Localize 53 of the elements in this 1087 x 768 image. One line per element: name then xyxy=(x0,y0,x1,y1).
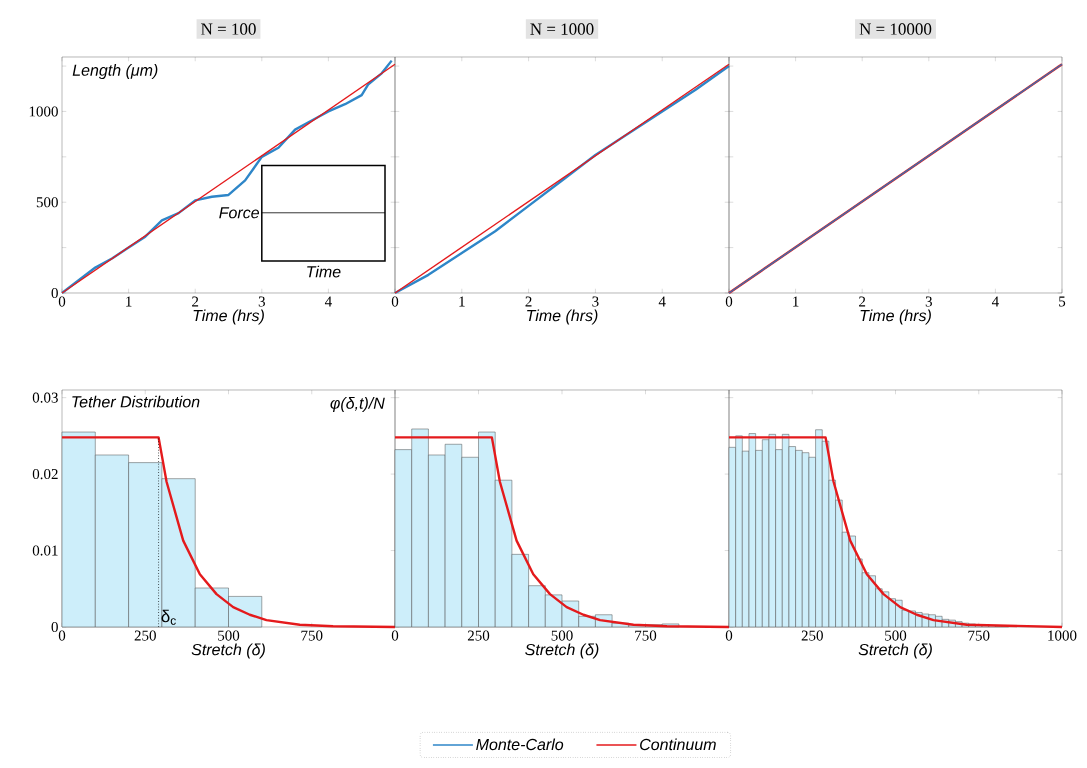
x-tick-label: 0 xyxy=(58,630,66,641)
x-axis-title: Time (hrs) xyxy=(527,309,598,325)
ref-line-label: δ$_{c}$ xyxy=(161,609,176,625)
x-tick-label: 750 xyxy=(301,630,323,641)
x-tick-label: 5 xyxy=(1059,296,1066,307)
y-tick-label: 0 xyxy=(51,287,58,299)
x-tick-label: 1 xyxy=(126,296,132,307)
x-tick-label: 0 xyxy=(725,296,733,307)
x-tick-label: 250 xyxy=(467,630,490,641)
x-tick-label: 4 xyxy=(991,296,999,307)
annotation: Tether Distribution xyxy=(72,395,200,408)
y-tick-label: 500 xyxy=(36,197,58,208)
y-tick-label: 0.01 xyxy=(32,545,58,556)
y-tick-label: 1000 xyxy=(29,106,58,117)
x-axis-title: Stretch (δ) xyxy=(191,643,265,659)
legend-label: Monte-Carlo xyxy=(476,738,564,751)
y-tick-label: 0.02 xyxy=(32,468,58,480)
x-tick-label: 750 xyxy=(968,630,990,641)
x-tick-label: 250 xyxy=(134,630,156,641)
x-tick-label: 1 xyxy=(793,296,799,307)
x-tick-label: 1 xyxy=(459,296,465,307)
x-axis-title: Stretch (δ) xyxy=(525,643,599,659)
x-tick-label: 500 xyxy=(885,630,907,641)
y-tick-label: 0 xyxy=(51,621,58,633)
annotation: Force xyxy=(219,207,259,219)
y-axis-title: Length (μm) xyxy=(72,64,158,79)
x-tick-label: 2 xyxy=(525,296,532,307)
x-tick-label: 500 xyxy=(218,630,240,641)
x-tick-label: 0 xyxy=(391,296,399,307)
x-tick-label: 3 xyxy=(925,296,932,307)
x-tick-label: 2 xyxy=(192,296,199,307)
x-tick-label: 3 xyxy=(258,296,265,307)
x-axis-title: Time (hrs) xyxy=(860,309,931,325)
x-tick-label: 2 xyxy=(859,296,866,307)
chart-title: N = 1000 xyxy=(530,23,594,35)
x-axis-title: Time (hrs) xyxy=(193,309,264,325)
x-tick-label: 1000 xyxy=(1048,630,1077,641)
annotation: Time xyxy=(307,265,341,278)
chart-title: N = 100 xyxy=(201,23,256,35)
x-tick-label: 500 xyxy=(551,630,573,641)
x-tick-label: 0 xyxy=(58,296,66,307)
chart-title: N = 10000 xyxy=(859,23,932,35)
x-tick-label: 4 xyxy=(658,296,666,307)
x-tick-label: 4 xyxy=(324,296,332,307)
x-tick-label: 750 xyxy=(635,630,657,641)
y-axis-title: φ(δ,t)/N xyxy=(330,397,385,412)
x-tick-label: 3 xyxy=(592,296,599,307)
x-tick-label: 250 xyxy=(801,630,823,641)
y-tick-label: 0.03 xyxy=(32,392,58,403)
x-axis-title: Stretch (δ) xyxy=(858,643,932,659)
legend-label: Continuum xyxy=(640,738,716,751)
x-tick-label: 0 xyxy=(725,630,733,641)
x-tick-label: 0 xyxy=(391,630,399,641)
